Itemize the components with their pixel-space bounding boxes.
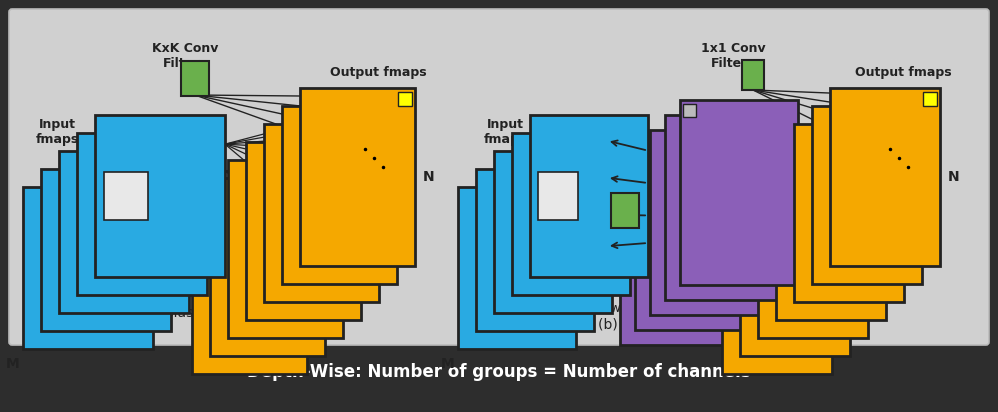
Text: (b) Depth-wise Separable Convolution: (b) Depth-wise Separable Convolution xyxy=(598,318,862,332)
Text: M: M xyxy=(6,357,20,371)
Bar xyxy=(758,160,868,338)
Bar xyxy=(530,115,648,277)
Bar xyxy=(59,151,189,313)
Text: KxK Conv
Filters: KxK Conv Filters xyxy=(599,225,662,253)
Bar xyxy=(228,160,343,338)
Bar xyxy=(830,88,940,266)
Text: M: M xyxy=(441,357,455,371)
Text: Depth-Wise: Number of groups = Number of channels: Depth-Wise: Number of groups = Number of… xyxy=(248,363,750,381)
Bar xyxy=(776,142,886,320)
Bar xyxy=(181,61,209,96)
Bar xyxy=(665,115,783,300)
Text: Depth-wise Conv: Depth-wise Conv xyxy=(568,302,674,315)
Bar xyxy=(104,172,149,220)
Bar xyxy=(680,100,798,285)
Bar xyxy=(41,169,171,331)
Bar xyxy=(611,192,639,227)
Bar xyxy=(77,133,207,295)
Bar xyxy=(246,142,361,320)
Bar xyxy=(192,196,307,374)
Bar xyxy=(23,187,153,349)
Text: N: N xyxy=(423,170,434,184)
Bar xyxy=(264,124,379,302)
Text: KxK Conv
Filters: KxK Conv Filters xyxy=(152,42,219,70)
Text: 1x1 Conv
Filters: 1x1 Conv Filters xyxy=(701,42,765,70)
Bar xyxy=(398,92,412,106)
Bar xyxy=(538,172,579,220)
Bar xyxy=(740,178,850,356)
Text: N: N xyxy=(948,170,960,184)
Text: Input
fmaps: Input fmaps xyxy=(35,118,79,146)
Bar xyxy=(742,60,764,90)
Bar xyxy=(620,160,738,345)
Text: Output fmaps: Output fmaps xyxy=(330,66,426,79)
Bar xyxy=(282,106,397,284)
Bar xyxy=(812,106,922,284)
Bar xyxy=(476,169,594,331)
Bar xyxy=(635,145,753,330)
Bar xyxy=(210,178,325,356)
Bar xyxy=(300,88,415,266)
Bar xyxy=(794,124,904,302)
Bar xyxy=(458,187,576,349)
Bar xyxy=(95,115,225,277)
Text: Output fmaps: Output fmaps xyxy=(855,66,952,79)
Bar xyxy=(512,133,630,295)
Bar xyxy=(494,151,612,313)
Text: Point-wise Conv: Point-wise Conv xyxy=(726,302,824,315)
Text: (a) Classic Convolution: (a) Classic Convolution xyxy=(141,306,299,320)
Text: Input
fmaps: Input fmaps xyxy=(483,118,527,146)
Bar xyxy=(650,130,768,315)
Bar xyxy=(683,104,696,117)
FancyBboxPatch shape xyxy=(9,9,989,345)
Bar xyxy=(923,92,937,106)
Bar xyxy=(722,196,832,374)
